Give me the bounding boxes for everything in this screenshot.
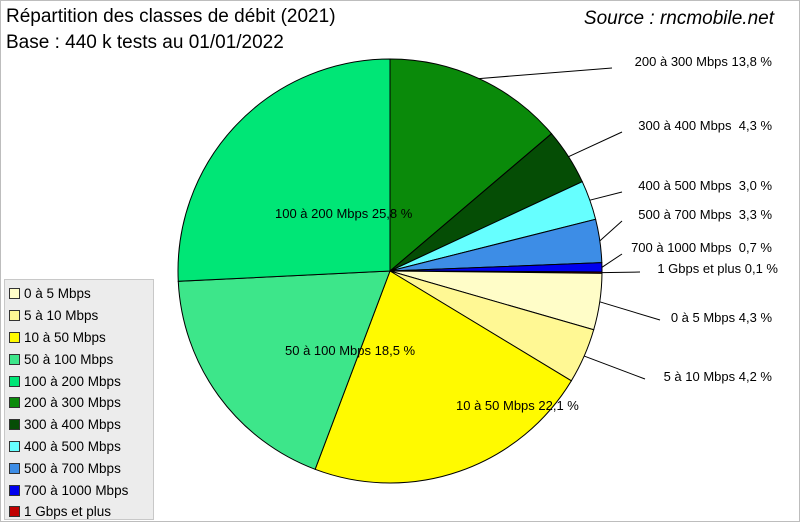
source-label: Source : rncmobile.net (583, 8, 774, 29)
legend-label: 5 à 10 Mbps (24, 308, 99, 324)
legend-label: 10 à 50 Mbps (24, 329, 106, 345)
legend-label: 0 à 5 Mbps (24, 286, 91, 302)
slice-label-100a200: 100 à 200 Mbps 25,8 % (275, 206, 413, 221)
legend-label: 400 à 500 Mbps (24, 438, 121, 454)
legend-swatch (9, 419, 20, 431)
leader-line-200a300 (478, 67, 613, 80)
slice-label-700a1000: 700 à 1000 Mbps 0,7 % (631, 240, 772, 255)
legend-label: 500 à 700 Mbps (24, 460, 121, 476)
legend-swatch (9, 462, 20, 474)
legend-swatch (9, 331, 20, 343)
legend-item: 300 à 400 Mbps (5, 414, 153, 436)
legend-label: 50 à 100 Mbps (24, 351, 114, 367)
legend-item: 500 à 700 Mbps (5, 457, 153, 479)
leader-line-500a700 (599, 220, 623, 242)
legend-item: 50 à 100 Mbps (5, 348, 153, 370)
legend-swatch (9, 397, 20, 409)
legend-swatch (9, 506, 20, 518)
slice-label-50a100: 50 à 100 Mbps 18,5 % (285, 343, 416, 358)
slice-label-300a400: 300 à 400 Mbps 4,3 % (638, 118, 772, 133)
legend-swatch (9, 288, 20, 300)
leader-line-5a10 (584, 355, 646, 380)
slice-label-400a500: 400 à 500 Mbps 3,0 % (638, 178, 772, 193)
legend-item: 100 à 200 Mbps (5, 370, 153, 392)
chart-title: Répartition des classes de débit (2021) (6, 6, 336, 27)
legend-item: 400 à 500 Mbps (5, 436, 153, 458)
legend-item: 1 Gbps et plus (5, 501, 153, 523)
pie-slices (177, 58, 603, 484)
leader-line-700a1000 (601, 253, 623, 268)
slice-label-10a50: 10 à 50 Mbps 22,1 % (456, 398, 579, 413)
legend-label: 700 à 1000 Mbps (24, 482, 129, 498)
pie-slice-50a100 (177, 270, 391, 470)
legend: 0 à 5 Mbps 5 à 10 Mbps 10 à 50 Mbps 50 à 10… (4, 279, 154, 520)
legend-label: 1 Gbps et plus (24, 504, 112, 520)
legend-swatch (9, 440, 20, 452)
legend-swatch (9, 375, 20, 387)
slice-label-0a5: 0 à 5 Mbps 4,3 % (671, 310, 773, 325)
slice-label-5a10: 5 à 10 Mbps 4,2 % (664, 369, 773, 384)
slice-label-200a300: 200 à 300 Mbps 13,8 % (635, 54, 773, 69)
legend-item: 10 à 50 Mbps (5, 327, 153, 349)
leader-line-1g (601, 271, 641, 274)
pie-slice-100a200 (177, 58, 391, 282)
legend-swatch (9, 310, 20, 322)
leader-line-400a500 (589, 191, 623, 201)
legend-item: 5 à 10 Mbps (5, 305, 153, 327)
legend-swatch (9, 353, 20, 365)
chart-subtitle: Base : 440 k tests au 01/01/2022 (6, 32, 284, 53)
leader-line-0a5 (599, 301, 661, 321)
legend-item: 200 à 300 Mbps (5, 392, 153, 414)
legend-item: 0 à 5 Mbps (5, 283, 153, 305)
legend-label: 200 à 300 Mbps (24, 395, 121, 411)
legend-label: 100 à 200 Mbps (24, 373, 121, 389)
slice-labels: 200 à 300 Mbps 13,8 % 300 à 400 Mbps 4,3 … (275, 54, 778, 413)
slice-label-500a700: 500 à 700 Mbps 3,3 % (638, 207, 772, 222)
leader-line-300a400 (568, 131, 623, 158)
legend-item: 700 à 1000 Mbps (5, 479, 153, 501)
legend-label: 300 à 400 Mbps (24, 417, 121, 433)
legend-swatch (9, 484, 20, 496)
slice-label-1g: 1 Gbps et plus 0,1 % (657, 261, 778, 276)
pie-slice-10a50 (314, 270, 573, 484)
